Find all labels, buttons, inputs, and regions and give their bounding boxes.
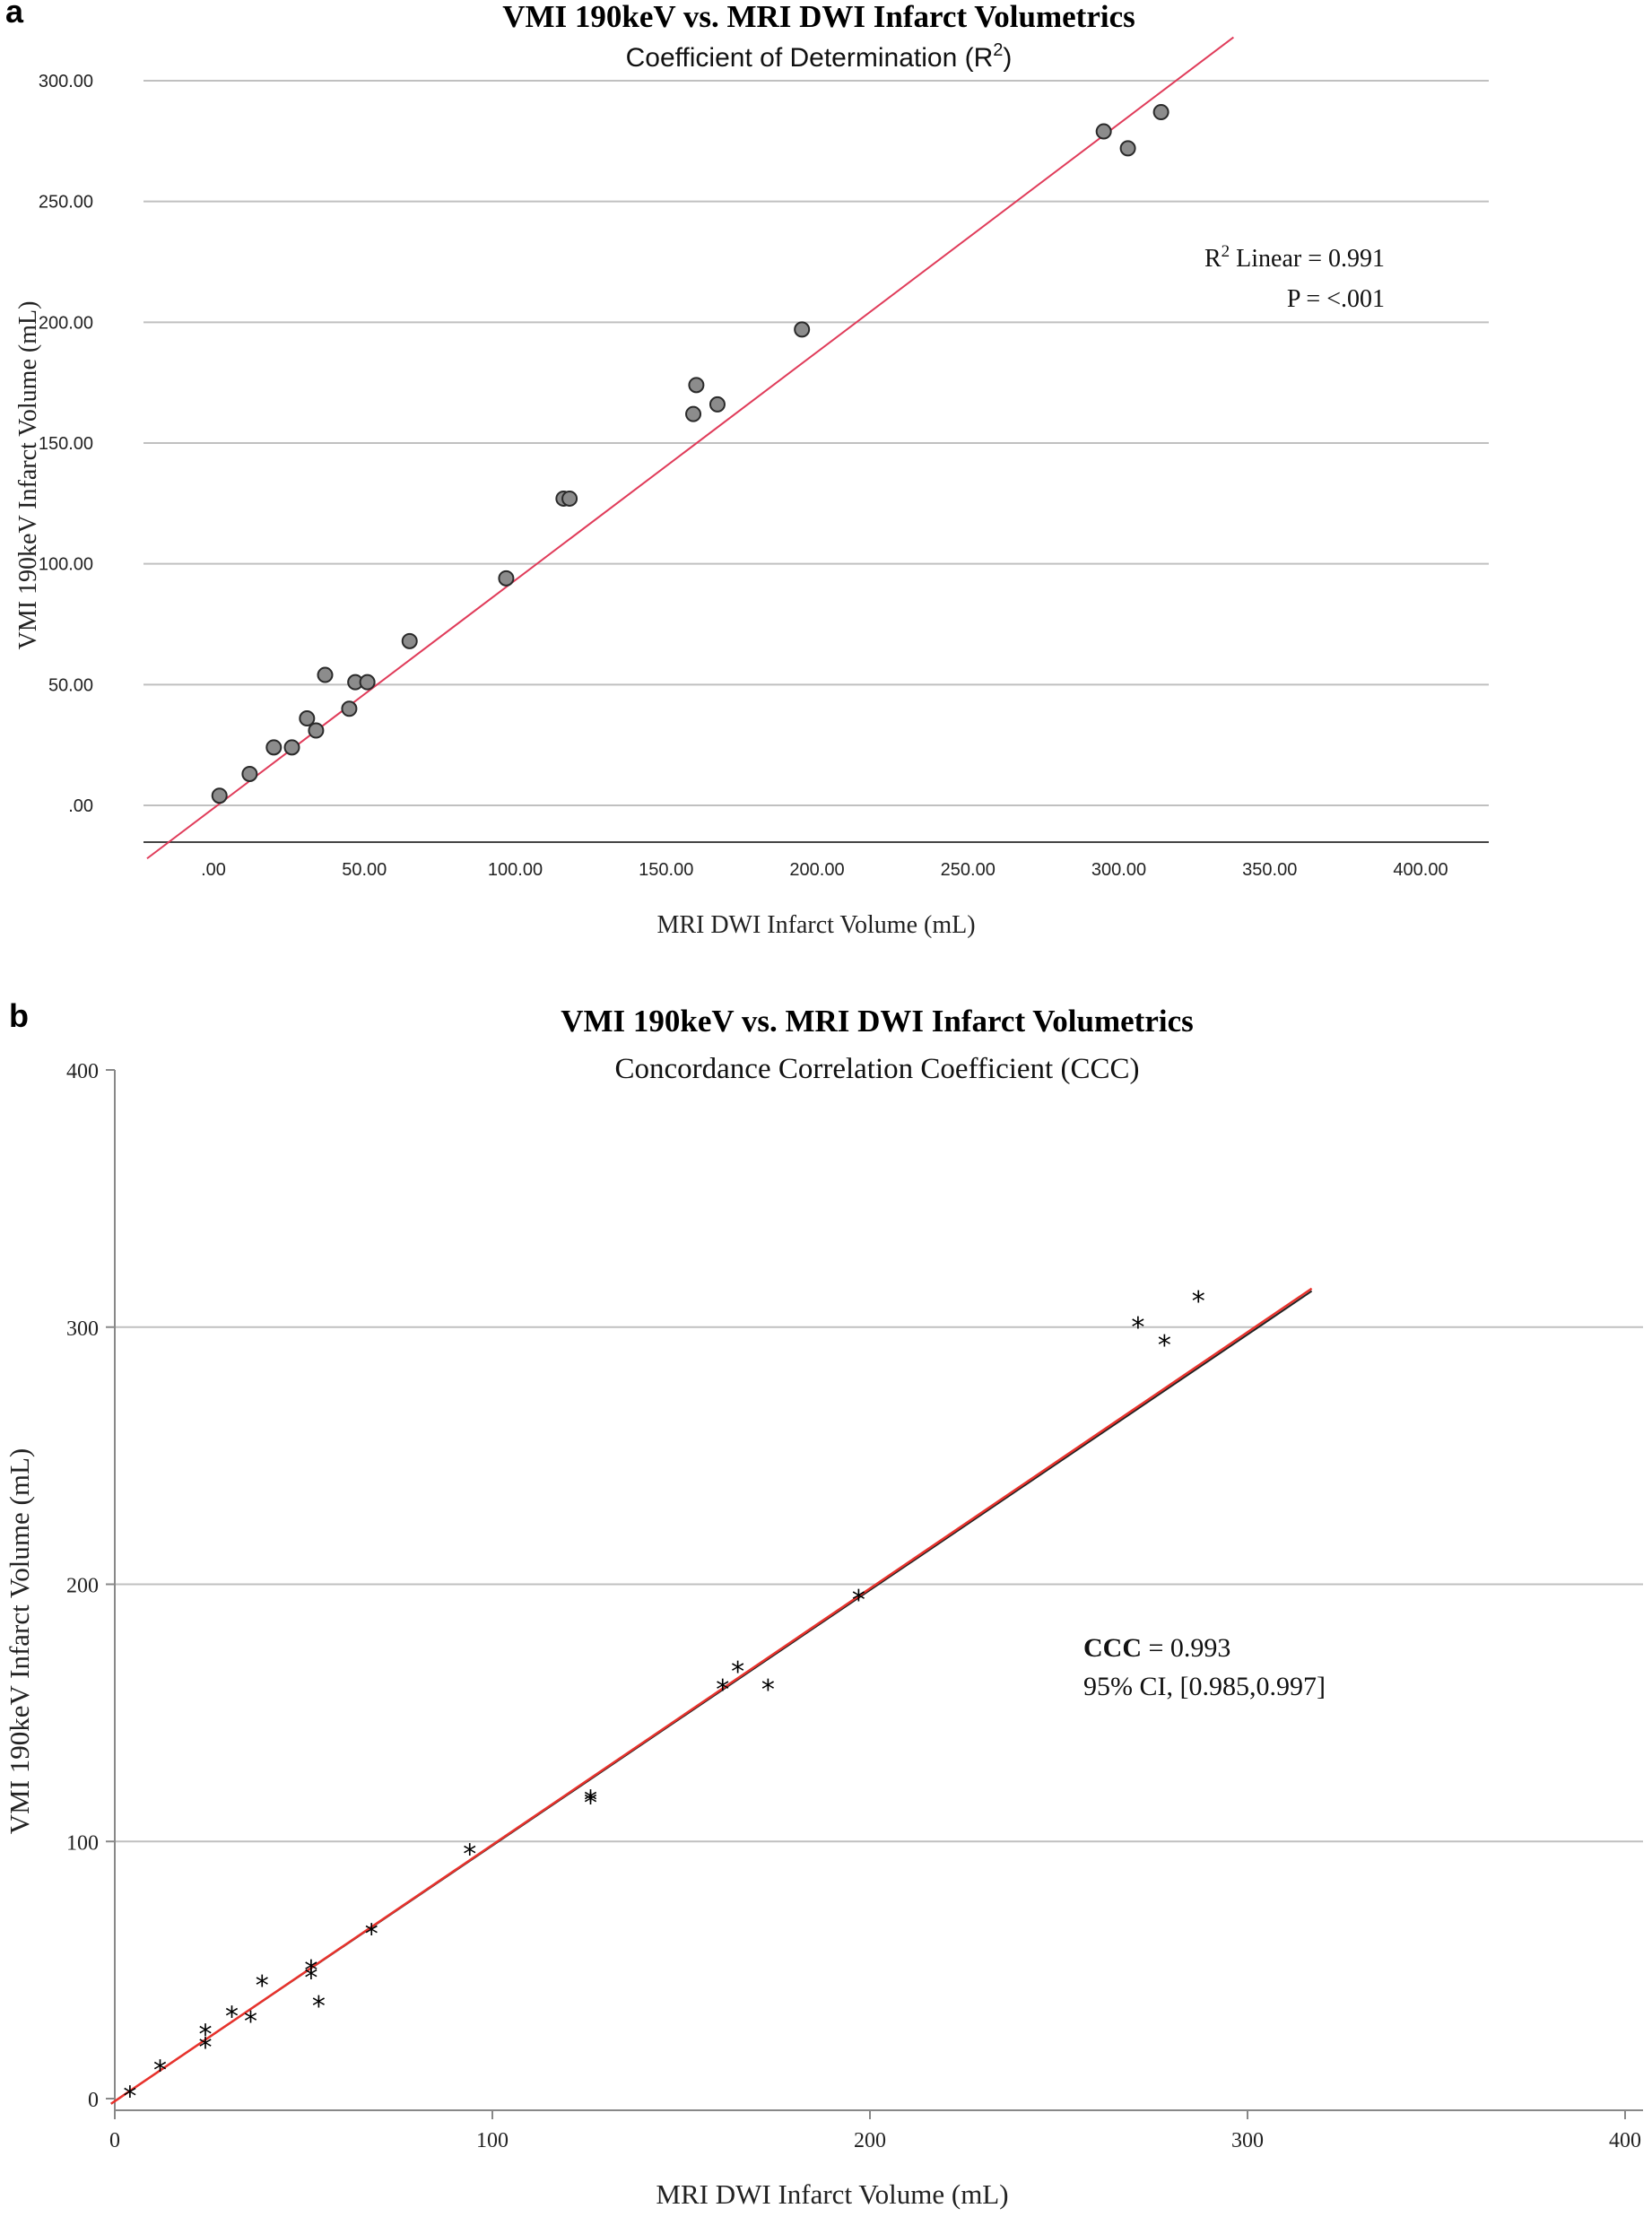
chart-b-data-point: *	[463, 1839, 476, 1871]
chart-a-data-point	[283, 739, 300, 756]
chart-b-data-point: *	[584, 1786, 597, 1817]
panel-label-b: b	[9, 997, 29, 1034]
chart-b-y-ticks: 0 100 200 300 400	[66, 1060, 115, 2112]
chart-b-x-tick-label: 0	[109, 2129, 120, 2152]
chart-a-points	[211, 104, 1169, 804]
chart-b-data-point: *	[731, 1656, 744, 1688]
chart-a-data-point	[241, 765, 258, 782]
chart-b-data-point: *	[312, 1991, 326, 2022]
chart-a-data-point	[498, 569, 515, 587]
chart-a-x-tick-label: 200.00	[789, 860, 844, 880]
chart-b-data-point: *	[123, 2081, 136, 2112]
chart-b-x-tick-label: 100	[476, 2129, 509, 2152]
chart-b-y-tick-label: 300	[66, 1317, 99, 1341]
chart-a-y-tick-label: .00	[68, 796, 93, 816]
chart-a-subtitle: Coefficient of Determination (R2)	[626, 40, 1013, 73]
chart-b-x-tick-label: 300	[1231, 2129, 1264, 2152]
chart-b-x-tick-label: 400	[1609, 2129, 1641, 2152]
chart-a-data-point	[685, 405, 702, 422]
chart-a-x-tick-label: 400.00	[1393, 860, 1448, 880]
chart-b-y-tick-label: 200	[66, 1575, 99, 1598]
chart-b-data-point: *	[304, 1955, 317, 1987]
chart-a-data-point	[561, 490, 578, 507]
chart-b-data-point: *	[304, 1962, 317, 1994]
chart-b-title: VMI 190keV vs. MRI DWI Infarct Volumetri…	[561, 1004, 1194, 1039]
chart-a-x-tick-label: 150.00	[639, 860, 693, 880]
chart-a-data-point	[211, 787, 228, 804]
chart-a-x-tick-label: 250.00	[941, 860, 996, 880]
chart-b-data-point: *	[584, 1787, 597, 1819]
chart-b-subtitle: Concordance Correlation Coefficient (CCC…	[615, 1053, 1140, 1085]
chart-b-data-point: *	[716, 1674, 729, 1706]
chart-a-x-tick-label: .00	[201, 860, 226, 880]
chart-a-y-tick-label: 50.00	[48, 675, 93, 695]
chart-a-data-point	[401, 632, 418, 649]
chart-a: .00 50.00 100.00 150.00 200.00 250.00 300.00 35…	[14, 0, 1489, 939]
chart-a-y-tick-label: 200.00	[39, 313, 93, 333]
chart-b-data-point: *	[761, 1674, 775, 1706]
chart-b-data-point: *	[365, 1919, 378, 1951]
chart-a-y-tick-label: 300.00	[39, 72, 93, 91]
chart-b-x-tick-label: 200	[854, 2129, 886, 2152]
chart-a-data-point	[1152, 104, 1169, 121]
chart-a-fit-line-group	[146, 36, 1234, 860]
chart-a-y-tick-label: 100.00	[39, 555, 93, 575]
chart-a-x-tick-label: 100.00	[488, 860, 543, 880]
chart-a-data-point	[359, 674, 376, 691]
chart-a-data-point	[308, 722, 325, 739]
chart-b-data-point: *	[1158, 1330, 1171, 1361]
chart-b-y-tick-label: 400	[66, 1060, 99, 1083]
chart-b-ci-annotation: 95% CI, [0.985,0.997]	[1083, 1672, 1326, 1701]
chart-b-data-point: *	[852, 1585, 865, 1616]
chart-b-data-point: *	[244, 2006, 257, 2038]
chart-b-data-point: *	[225, 2001, 239, 2032]
chart-a-data-point	[317, 666, 334, 683]
chart-a-x-axis-label: MRI DWI Infarct Volume (mL)	[656, 911, 975, 939]
chart-b-ccc-annotation: CCC = 0.993	[1083, 1633, 1230, 1663]
chart-a-data-point	[709, 396, 726, 413]
chart-a-p-annotation: P = <.001	[1287, 285, 1385, 313]
chart-a-data-point	[794, 321, 811, 338]
chart-a-data-point	[299, 710, 316, 727]
chart-a-x-tick-label: 300.00	[1091, 860, 1146, 880]
chart-a-data-point	[341, 700, 358, 717]
chart-a-data-point	[1095, 123, 1112, 140]
chart-b-data-point: *	[1131, 1312, 1144, 1343]
chart-b-y-tick-label: 0	[88, 2089, 99, 2112]
chart-a-x-tick-label: 350.00	[1242, 860, 1297, 880]
chart-a-fit-line	[146, 36, 1234, 860]
chart-b: ***** ** ************** 0 100 200 300 400 0 100…	[4, 1004, 1643, 2210]
chart-b-fit-line	[110, 1287, 1313, 2105]
panel-label-a: a	[5, 0, 24, 30]
chart-b-data-point: *	[256, 1970, 269, 2002]
chart-a-y-tick-label: 250.00	[39, 193, 93, 213]
chart-a-x-tick-label: 50.00	[342, 860, 387, 880]
chart-b-data-point: *	[199, 2019, 213, 2050]
chart-b-y-axis-label: VMI 190keV Infarct Volume (mL)	[4, 1448, 35, 1834]
chart-b-data-point: *	[199, 2032, 213, 2064]
chart-a-gridlines	[143, 80, 1489, 806]
chart-b-x-ticks: 0 100 200 300 400	[109, 2110, 1641, 2152]
chart-a-y-ticks: .00 50.00 100.00 150.00 200.00 250.00 300.00	[39, 72, 93, 816]
chart-a-title: VMI 190keV vs. MRI DWI Infarct Volumetri…	[502, 0, 1135, 34]
chart-b-y-tick-label: 100	[66, 1831, 99, 1855]
chart-a-x-ticks: .00 50.00 100.00 150.00 200.00 250.00 300.00 35…	[201, 860, 1448, 880]
chart-a-data-point	[265, 739, 283, 756]
chart-b-lines-group	[110, 1287, 1313, 2105]
chart-b-x-axis-label: MRI DWI Infarct Volume (mL)	[656, 2178, 1008, 2210]
chart-a-data-point	[1119, 140, 1136, 157]
chart-b-points: ***** ** **************	[123, 1286, 1204, 2112]
chart-a-data-point	[688, 377, 705, 394]
chart-a-y-tick-label: 150.00	[39, 434, 93, 454]
chart-a-y-axis-label: VMI 190keV Infarct Volume (mL)	[14, 301, 42, 650]
chart-b-data-point: *	[1192, 1286, 1205, 1317]
chart-a-r2-annotation: R2 Linear = 0.991	[1204, 242, 1385, 273]
chart-b-data-point: *	[153, 2056, 167, 2087]
